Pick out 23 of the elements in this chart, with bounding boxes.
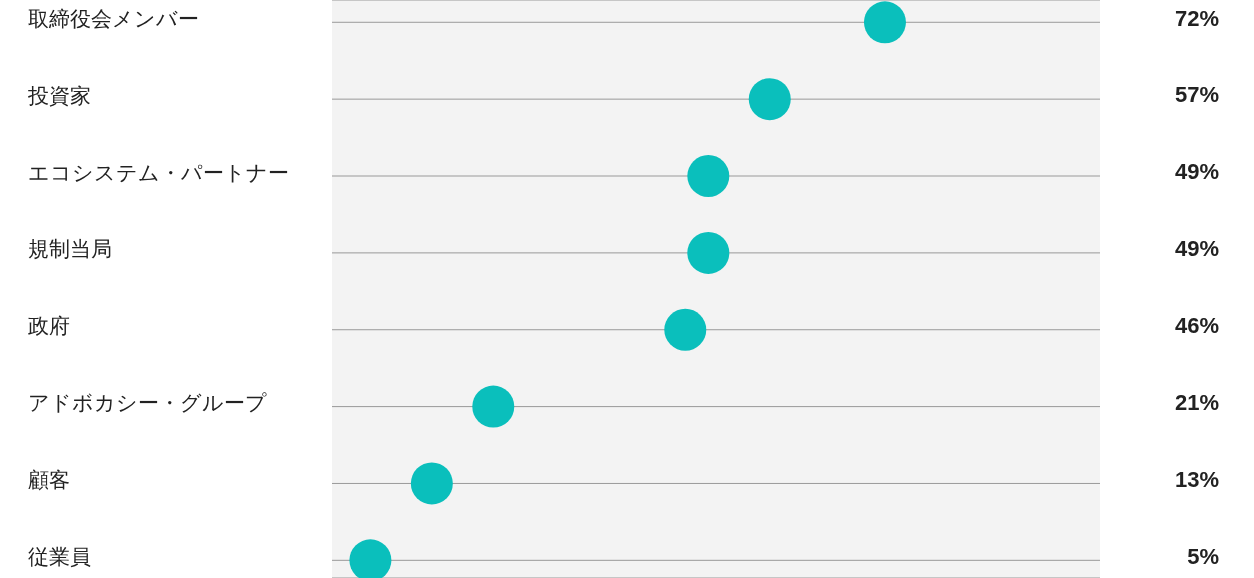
y-tick-label: アドボカシー・グループ bbox=[28, 391, 267, 415]
point bbox=[748, 78, 791, 121]
y-tick-label: 投資家 bbox=[27, 83, 91, 107]
point bbox=[863, 1, 906, 44]
point bbox=[664, 308, 707, 351]
y-tick-label: 規制当局 bbox=[28, 237, 112, 261]
data-label: 13% bbox=[1174, 466, 1219, 492]
y-tick-label: エコシステム・パートナー bbox=[28, 160, 289, 184]
data-label: 49% bbox=[1174, 236, 1219, 262]
point bbox=[472, 385, 515, 428]
y-tick-label: 政府 bbox=[28, 314, 70, 338]
point bbox=[410, 462, 453, 505]
data-label: 57% bbox=[1174, 82, 1219, 108]
data-label: 46% bbox=[1174, 313, 1219, 339]
data-label: 72% bbox=[1174, 5, 1219, 31]
y-tick-label: 顧客 bbox=[28, 468, 70, 492]
y-tick-label: 従業員 bbox=[28, 544, 91, 568]
data-label: 49% bbox=[1174, 159, 1219, 185]
data-label: 5% bbox=[1187, 543, 1219, 569]
point bbox=[687, 155, 730, 198]
data-label: 21% bbox=[1174, 389, 1219, 415]
point bbox=[687, 231, 730, 274]
y-tick-label: 取締役会メンバー bbox=[28, 6, 199, 30]
